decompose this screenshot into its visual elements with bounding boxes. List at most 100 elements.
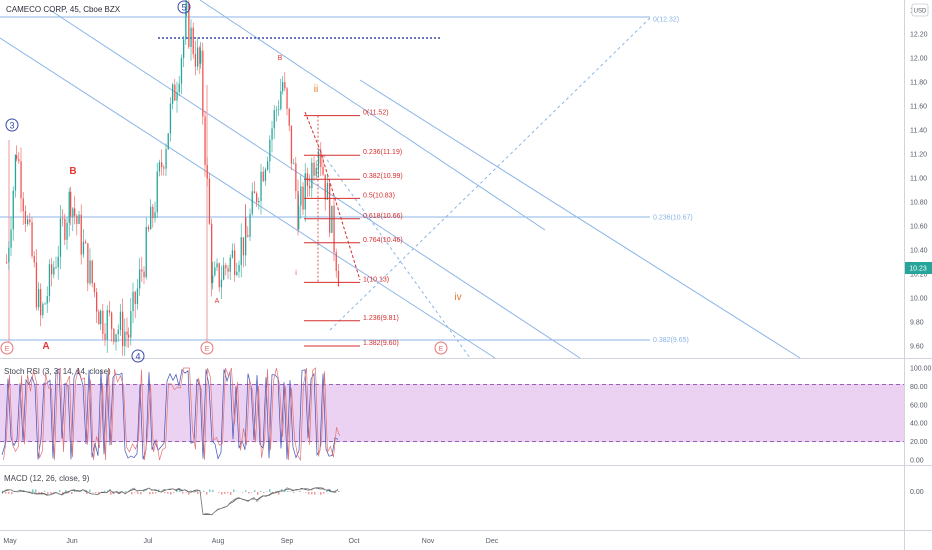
candle: [29, 219, 31, 222]
candle: [167, 133, 169, 150]
price-tick: 10.00: [910, 296, 928, 303]
candle: [197, 47, 199, 67]
candle: [156, 171, 158, 213]
candle: [313, 162, 315, 176]
candle: [190, 27, 192, 47]
candle: [96, 292, 98, 312]
candle: [320, 152, 322, 168]
wave-3-label: 3: [9, 121, 14, 131]
time-tick: Oct: [349, 538, 360, 545]
candle: [329, 183, 331, 233]
candle: [14, 155, 17, 191]
time-tick: Nov: [422, 538, 435, 545]
candle: [126, 331, 128, 335]
candle: [245, 217, 247, 256]
event-markers[interactable]: E E E: [0, 341, 448, 355]
candle: [251, 191, 253, 214]
candle: [53, 267, 55, 275]
candle: [141, 269, 143, 272]
candle: [271, 128, 273, 140]
price-axis[interactable]: 12.4012.2012.0011.8011.6011.4011.2011.00…: [910, 8, 928, 351]
candle: [326, 183, 329, 200]
candle: [223, 265, 225, 280]
candle: [51, 264, 53, 275]
candle: [70, 191, 72, 217]
candle: [300, 186, 302, 206]
candle: [122, 311, 124, 347]
candle: [286, 88, 288, 109]
candlestick-series[interactable]: [6, 0, 340, 356]
candle: [273, 110, 275, 129]
price-tick: 11.20: [910, 152, 927, 159]
time-tick: Jul: [144, 538, 153, 545]
candle: [202, 50, 204, 117]
candle: [240, 237, 242, 265]
candle: [158, 162, 161, 172]
price-tick: 12.20: [910, 32, 928, 39]
wave-b-label-2: B: [278, 55, 283, 62]
candle: [48, 264, 51, 297]
ticker-title: CAMECO CORP, 45, Cboe BZX: [6, 5, 121, 14]
candle: [225, 265, 227, 269]
rsi-tick: 20.00: [910, 439, 928, 446]
svg-text:E: E: [5, 346, 10, 353]
wave-5-label: 5: [181, 3, 186, 13]
candle: [278, 109, 280, 110]
fib-extension[interactable]: 0(11.52) 0.236(11.19) 0.382(10.99) 0.5(10.8…: [304, 110, 403, 347]
current-price-badge: [905, 262, 932, 274]
candle: [269, 139, 271, 162]
price-tick: 11.60: [910, 104, 927, 111]
fib-level-label: 0.618(10.66): [363, 213, 403, 220]
fib-level-label: 0.5(10.83): [363, 192, 395, 199]
candle: [236, 271, 238, 275]
candle: [229, 257, 231, 272]
candle: [102, 310, 104, 334]
candle: [100, 310, 102, 325]
wave-a-label-2: A: [215, 298, 220, 305]
candle: [66, 222, 68, 240]
candle: [147, 226, 150, 230]
candle: [128, 334, 130, 338]
rsi-tick: 100.00: [910, 366, 932, 373]
currency-label: USD: [914, 9, 927, 15]
candle: [33, 256, 35, 263]
price-tick: 11.40: [910, 128, 927, 135]
time-tick: Sep: [281, 538, 294, 545]
candle: [275, 109, 278, 111]
time-axis[interactable]: May Jun Jul Aug Sep Oct Nov Dec: [3, 538, 498, 545]
price-pane[interactable]: [0, 0, 904, 358]
candle: [174, 84, 176, 101]
candle: [309, 185, 311, 189]
candle: [206, 164, 208, 179]
candle: [192, 27, 194, 55]
svg-text:E: E: [439, 346, 444, 353]
candle: [188, 3, 190, 47]
candle: [172, 84, 174, 104]
candle: [44, 303, 46, 305]
candle: [31, 221, 33, 257]
candle: [335, 252, 337, 271]
candle: [311, 162, 313, 189]
candle: [284, 82, 286, 89]
price-tick: 10.40: [910, 248, 928, 255]
rsi-tick: 0.00: [910, 458, 924, 465]
fib-retracement[interactable]: 0(12.32) 0.236(10.67) 0.382(9.65): [653, 17, 693, 344]
candle: [267, 161, 269, 170]
candle: [185, 10, 187, 40]
fib-retrace-label: 0(12.32): [653, 17, 679, 24]
candle: [145, 226, 147, 278]
wave-4-label: 4: [135, 352, 140, 362]
candle: [152, 206, 154, 219]
candle: [115, 334, 117, 343]
candle: [42, 304, 44, 316]
macd-title: MACD (12, 26, close, 9): [4, 474, 90, 483]
candle: [59, 218, 62, 257]
trend-channel[interactable]: [0, 0, 801, 359]
fib-level-label: 1.382(9.60): [363, 340, 399, 347]
candle: [178, 83, 180, 93]
candle: [27, 219, 29, 224]
fib-level-label: 0.764(10.46): [363, 237, 403, 244]
candle: [35, 262, 38, 308]
candle: [117, 329, 119, 335]
